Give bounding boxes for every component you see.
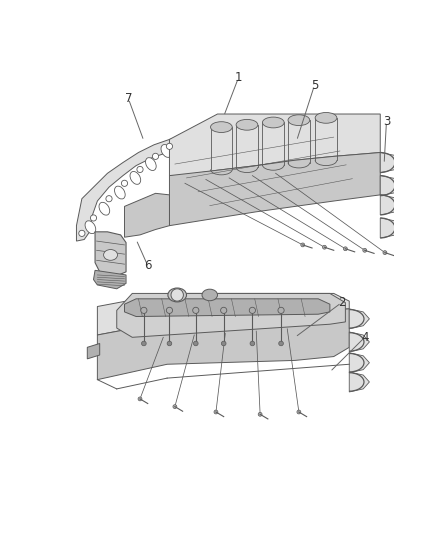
Polygon shape [124, 299, 330, 317]
Polygon shape [380, 218, 402, 238]
Circle shape [278, 308, 284, 313]
Text: 5: 5 [311, 79, 318, 92]
Text: 6: 6 [144, 259, 152, 272]
Ellipse shape [85, 221, 96, 233]
Circle shape [214, 410, 218, 414]
Circle shape [152, 154, 159, 159]
Polygon shape [87, 343, 100, 359]
Circle shape [249, 308, 255, 313]
Circle shape [250, 341, 255, 346]
Circle shape [141, 341, 146, 346]
Polygon shape [77, 137, 183, 241]
Ellipse shape [99, 203, 110, 215]
Text: 3: 3 [383, 115, 390, 128]
Circle shape [322, 245, 326, 249]
Circle shape [363, 248, 367, 252]
Circle shape [173, 405, 177, 408]
Ellipse shape [161, 144, 172, 157]
Ellipse shape [202, 289, 218, 301]
Circle shape [138, 397, 142, 401]
Circle shape [166, 143, 173, 149]
Circle shape [297, 410, 301, 414]
Ellipse shape [103, 249, 117, 260]
Polygon shape [170, 152, 380, 225]
Text: 7: 7 [125, 92, 132, 105]
Circle shape [194, 341, 198, 346]
Circle shape [301, 243, 305, 247]
Circle shape [121, 180, 127, 187]
Polygon shape [380, 152, 402, 173]
Circle shape [193, 308, 199, 313]
Polygon shape [349, 372, 369, 392]
Text: 2: 2 [338, 296, 345, 309]
Polygon shape [380, 195, 402, 215]
Polygon shape [349, 309, 369, 329]
Circle shape [221, 341, 226, 346]
Ellipse shape [262, 117, 284, 128]
Polygon shape [380, 175, 402, 196]
Circle shape [221, 308, 227, 313]
Circle shape [343, 247, 347, 251]
Ellipse shape [211, 122, 232, 133]
Polygon shape [170, 114, 380, 175]
Circle shape [137, 166, 143, 173]
Circle shape [79, 230, 85, 237]
Ellipse shape [130, 172, 141, 184]
Circle shape [171, 289, 184, 301]
Polygon shape [97, 309, 349, 379]
Circle shape [141, 308, 147, 313]
Ellipse shape [168, 288, 187, 302]
Ellipse shape [236, 119, 258, 130]
Polygon shape [93, 270, 126, 289]
Circle shape [90, 215, 97, 221]
Circle shape [166, 308, 173, 313]
Circle shape [279, 341, 283, 346]
Circle shape [167, 341, 172, 346]
Polygon shape [97, 294, 349, 335]
Circle shape [383, 251, 387, 255]
Ellipse shape [315, 112, 337, 123]
Text: 4: 4 [361, 331, 368, 344]
Polygon shape [349, 332, 369, 352]
Ellipse shape [114, 186, 125, 199]
Polygon shape [95, 232, 126, 276]
Ellipse shape [288, 115, 310, 126]
Circle shape [258, 413, 262, 416]
Polygon shape [349, 353, 369, 373]
Text: 1: 1 [235, 71, 242, 84]
Polygon shape [117, 294, 346, 337]
Ellipse shape [145, 158, 156, 171]
Circle shape [106, 196, 112, 202]
Polygon shape [124, 193, 170, 237]
